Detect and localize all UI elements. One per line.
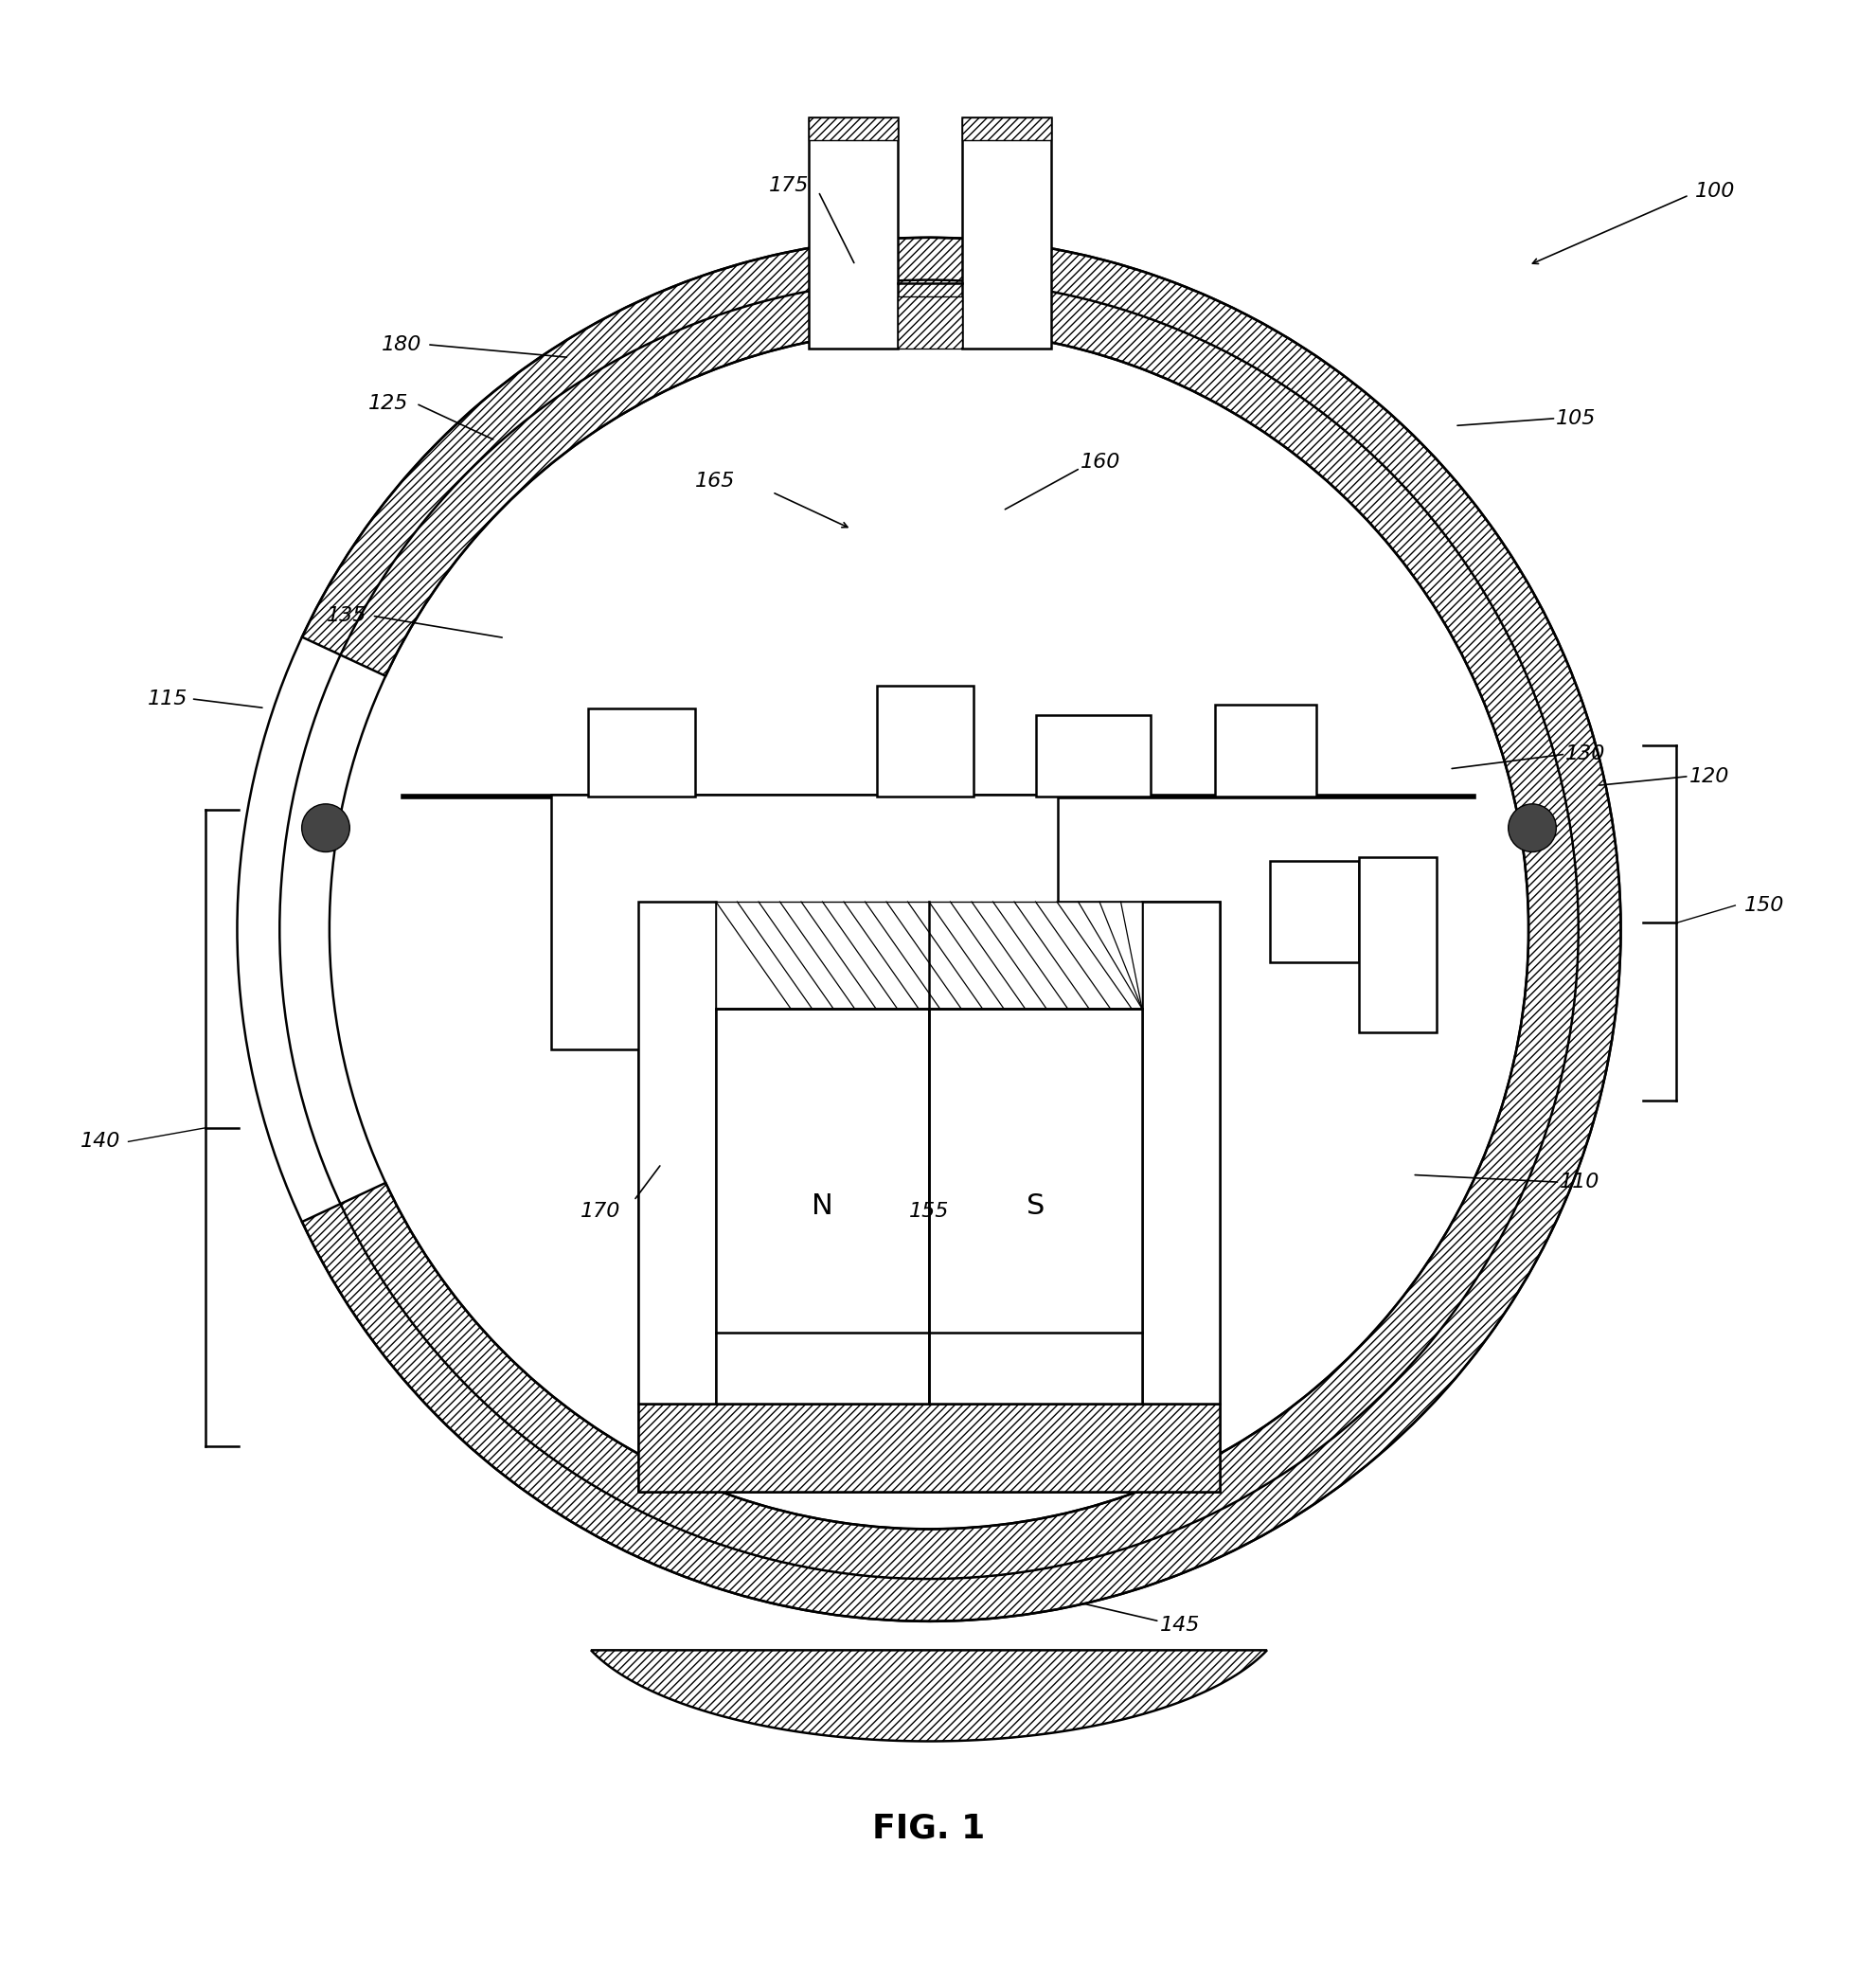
Text: 155: 155: [909, 1203, 949, 1221]
Bar: [808, 117, 897, 139]
Bar: [808, 117, 897, 348]
Bar: [550, 795, 1059, 1050]
Bar: [1143, 903, 1219, 1404]
Text: 150: 150: [1745, 897, 1784, 914]
Text: 160: 160: [1079, 453, 1120, 471]
Text: 175: 175: [769, 177, 808, 195]
Text: 110: 110: [1561, 1173, 1600, 1191]
Text: N: N: [812, 1193, 832, 1221]
Text: FIG. 1: FIG. 1: [873, 1811, 985, 1845]
Bar: [639, 903, 1219, 1493]
Bar: [715, 903, 1143, 1008]
Bar: [1215, 704, 1317, 797]
Bar: [1358, 857, 1436, 1032]
Bar: [1037, 716, 1150, 797]
Bar: [587, 708, 695, 797]
Text: 130: 130: [1566, 746, 1605, 763]
Bar: [962, 117, 1052, 139]
Text: 120: 120: [1689, 767, 1730, 785]
Bar: [962, 117, 1052, 348]
Bar: [929, 1008, 1143, 1404]
Text: 180: 180: [381, 336, 422, 354]
Polygon shape: [303, 237, 1620, 1622]
Text: 140: 140: [82, 1131, 121, 1151]
Text: 135: 135: [327, 606, 366, 626]
Circle shape: [1509, 803, 1557, 853]
Text: S: S: [1026, 1193, 1044, 1221]
Text: 145: 145: [1159, 1616, 1200, 1634]
Text: 125: 125: [368, 394, 409, 414]
Circle shape: [301, 803, 349, 853]
Bar: [715, 1008, 929, 1404]
Text: 170: 170: [580, 1203, 621, 1221]
Bar: [1271, 861, 1358, 962]
Text: 165: 165: [695, 471, 736, 491]
Text: 105: 105: [1557, 410, 1596, 427]
Bar: [639, 903, 715, 1404]
Polygon shape: [591, 1650, 1267, 1741]
Bar: [897, 296, 962, 348]
Text: 115: 115: [147, 690, 188, 708]
Bar: [877, 686, 974, 797]
Text: 100: 100: [1694, 183, 1735, 201]
Bar: [639, 1404, 1219, 1493]
